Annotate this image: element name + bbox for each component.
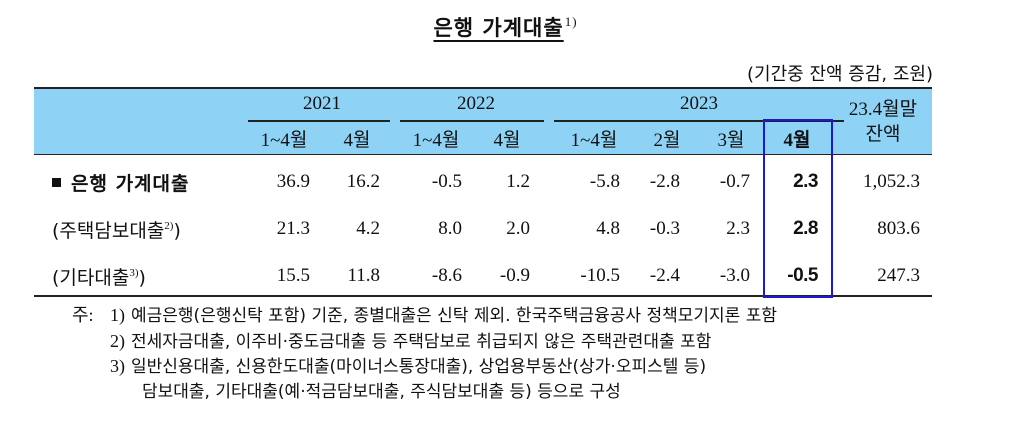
col-2023-jan-apr: 1~4월: [570, 130, 618, 151]
cell: -0.3: [649, 218, 680, 239]
cell: 11.8: [347, 265, 380, 286]
row-label: (주택담보대출2)): [52, 216, 181, 243]
table-row-household-loans: 은행 가계대출 36.9 16.2 -0.5 1.2 -5.8 -2.8 -0.…: [34, 159, 932, 206]
table-header: 2021 2022 2023 1~4월 4월 1~4월 4월 1~4월 2월 3…: [34, 87, 932, 155]
cell: -2.4: [649, 265, 680, 286]
table-bottom-rule: [34, 295, 932, 297]
col-2021-jan-apr: 1~4월: [260, 130, 308, 151]
cell-balance: 247.3: [877, 265, 920, 286]
col-2021-apr: 4월: [343, 130, 371, 151]
title-text: 은행 가계대출: [433, 16, 564, 40]
col-2023-apr: 4월: [783, 130, 811, 151]
highlight-box-april-2023: [763, 119, 833, 298]
cell: 2.3: [726, 218, 750, 239]
cell: 21.3: [276, 218, 310, 239]
cell: 15.5: [276, 265, 310, 286]
cell: -0.7: [719, 171, 750, 192]
unit-label: (기간중 잔액 증감, 조원): [747, 64, 933, 85]
cell-highlight: 2.3: [793, 171, 818, 192]
cell: 2.0: [506, 218, 530, 239]
col-2023-mar: 3월: [717, 130, 745, 151]
col-2022-apr: 4월: [493, 130, 521, 151]
col-balance-line2: 잔액: [865, 124, 901, 145]
title-footnote-mark: 1): [564, 14, 578, 29]
row-label-text: (기타대출: [52, 267, 130, 289]
cell: 1.2: [506, 171, 530, 192]
cell: 16.2: [346, 171, 380, 192]
footnote-num: 2): [110, 330, 125, 351]
table-row-other-loans: (기타대출3)) 15.5 11.8 -8.6 -0.9 -10.5 -2.4 …: [34, 253, 932, 300]
footnotes: 주: 1) 예금은행(은행신탁 포함) 기준, 종별대출은 신탁 제외. 한국주택금…: [72, 303, 777, 404]
row-label-text: 은행 가계대출: [71, 173, 190, 195]
cell: 36.9: [276, 171, 310, 192]
footnote-prefix: 주:: [72, 305, 94, 325]
cell: -0.9: [499, 265, 530, 286]
cell-highlight: -0.5: [787, 265, 818, 286]
cell: 4.8: [596, 218, 620, 239]
cell: -10.5: [580, 265, 620, 286]
cell: -3.0: [719, 265, 750, 286]
year-2022-rule: [400, 120, 544, 122]
cell: -5.8: [589, 171, 620, 192]
cell: -8.6: [431, 265, 462, 286]
col-2022-jan-apr: 1~4월: [412, 130, 460, 151]
year-2023-rule: [554, 120, 844, 122]
cell: 4.2: [356, 218, 380, 239]
year-2021: 2021: [303, 93, 341, 114]
col-balance-line1: 23.4월말: [848, 99, 918, 120]
row-label: 은행 가계대출: [52, 169, 190, 196]
footnote-3: 3) 일반신용대출, 신용한도대출(마이너스통장대출), 상업용부동산(상가·오피…: [72, 354, 777, 380]
year-2022: 2022: [457, 93, 495, 114]
cell-balance: 803.6: [877, 218, 920, 239]
row-label-close: ): [138, 267, 146, 289]
cell-balance: 1,052.3: [863, 171, 920, 192]
row-footnote: 2): [164, 220, 174, 232]
row-label: (기타대출3)): [52, 263, 146, 290]
loan-table: 2021 2022 2023 1~4월 4월 1~4월 4월 1~4월 2월 3…: [34, 87, 932, 300]
footnote-text: 예금은행(은행신탁 포함) 기준, 종별대출은 신탁 제외. 한국주택금융공사 …: [131, 306, 777, 326]
footnote-text: 전세자금대출, 이주비·중도금대출 등 주택담보로 취급되지 않은 주택관련대출…: [131, 331, 712, 352]
table-row-mortgage-loans: (주택담보대출2)) 21.3 4.2 8.0 2.0 4.8 -0.3 2.3…: [34, 206, 932, 253]
footnote-text: 일반신용대출, 신용한도대출(마이너스통장대출), 상업용부동산(상가·오피스텔…: [131, 357, 707, 377]
cell: 8.0: [438, 218, 462, 239]
cell: -2.8: [649, 171, 680, 192]
col-2023-feb: 2월: [653, 130, 681, 151]
cell-highlight: 2.8: [793, 218, 818, 239]
footnote-2: 2) 전세자금대출, 이주비·중도금대출 등 주택담보로 취급되지 않은 주택관련…: [72, 329, 777, 355]
year-2023: 2023: [680, 93, 718, 114]
footnote-1: 주: 1) 예금은행(은행신탁 포함) 기준, 종별대출은 신탁 제외. 한국주택금…: [72, 303, 777, 329]
footnote-num: 3): [110, 356, 125, 376]
row-label-close: ): [173, 220, 181, 242]
footnote-num: 1): [110, 305, 125, 325]
cell: -0.5: [431, 171, 462, 192]
table-title: 은행 가계대출1): [0, 12, 1011, 42]
footnote-3-continued: 담보대출, 기타대출(예·적금담보대출, 주식담보대출 등) 등으로 구성: [72, 380, 777, 405]
year-2021-rule: [248, 120, 390, 122]
row-label-text: (주택담보대출: [52, 220, 165, 242]
footnote-text: 담보대출, 기타대출(예·적금담보대출, 주식담보대출 등) 등으로 구성: [142, 381, 621, 402]
row-footnote: 3): [129, 267, 139, 279]
square-bullet-icon: [52, 178, 61, 187]
